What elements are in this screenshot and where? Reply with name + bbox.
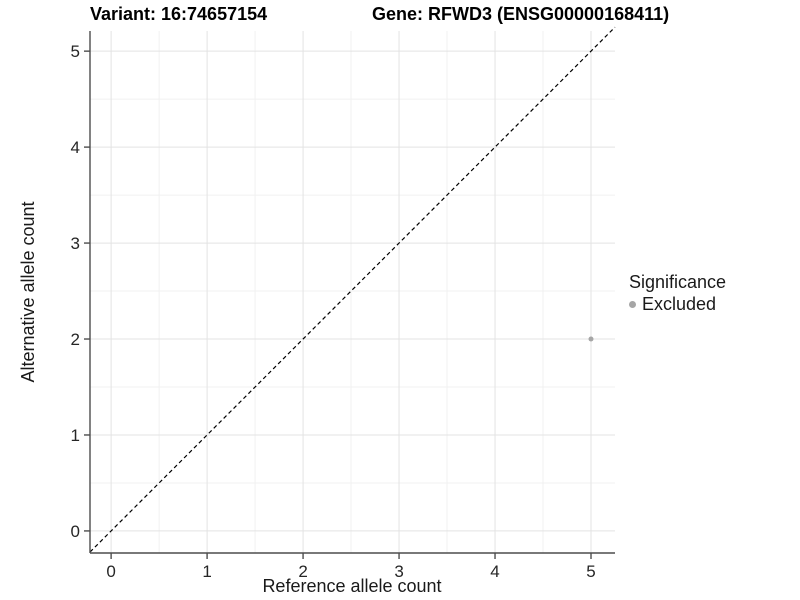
gene-title: Gene: RFWD3 (ENSG00000168411) — [372, 4, 670, 24]
x-tick-label: 1 — [202, 562, 211, 581]
x-tick-label: 4 — [490, 562, 499, 581]
x-tick-label: 0 — [106, 562, 115, 581]
identity-line — [89, 26, 616, 553]
data-point — [588, 336, 594, 342]
x-tick-label: 5 — [586, 562, 595, 581]
y-tick-label: 2 — [71, 330, 80, 349]
variant-title: Variant: 16:74657154 — [90, 4, 268, 24]
y-axis-label: Alternative allele count — [18, 201, 38, 382]
legend-dot-icon — [629, 300, 636, 308]
legend-title: Significance — [629, 272, 727, 292]
y-tick-label: 5 — [71, 42, 80, 61]
y-tick-label: 0 — [71, 522, 80, 541]
x-tick-label: 3 — [394, 562, 403, 581]
legend: Significance Excluded — [629, 271, 726, 315]
chart-layers: 0 1 2 3 4 5 0 1 2 3 4 5 — [71, 26, 616, 581]
y-tick-label: 1 — [71, 426, 80, 445]
legend-item-label: Excluded — [642, 294, 717, 314]
x-tick-label: 2 — [298, 562, 307, 581]
legend-item: Excluded — [629, 293, 726, 315]
y-tick-label: 4 — [71, 138, 80, 157]
y-tick-label: 3 — [71, 234, 80, 253]
x-axis-label: Reference allele count — [262, 576, 441, 596]
legend-items: Excluded — [629, 293, 726, 315]
